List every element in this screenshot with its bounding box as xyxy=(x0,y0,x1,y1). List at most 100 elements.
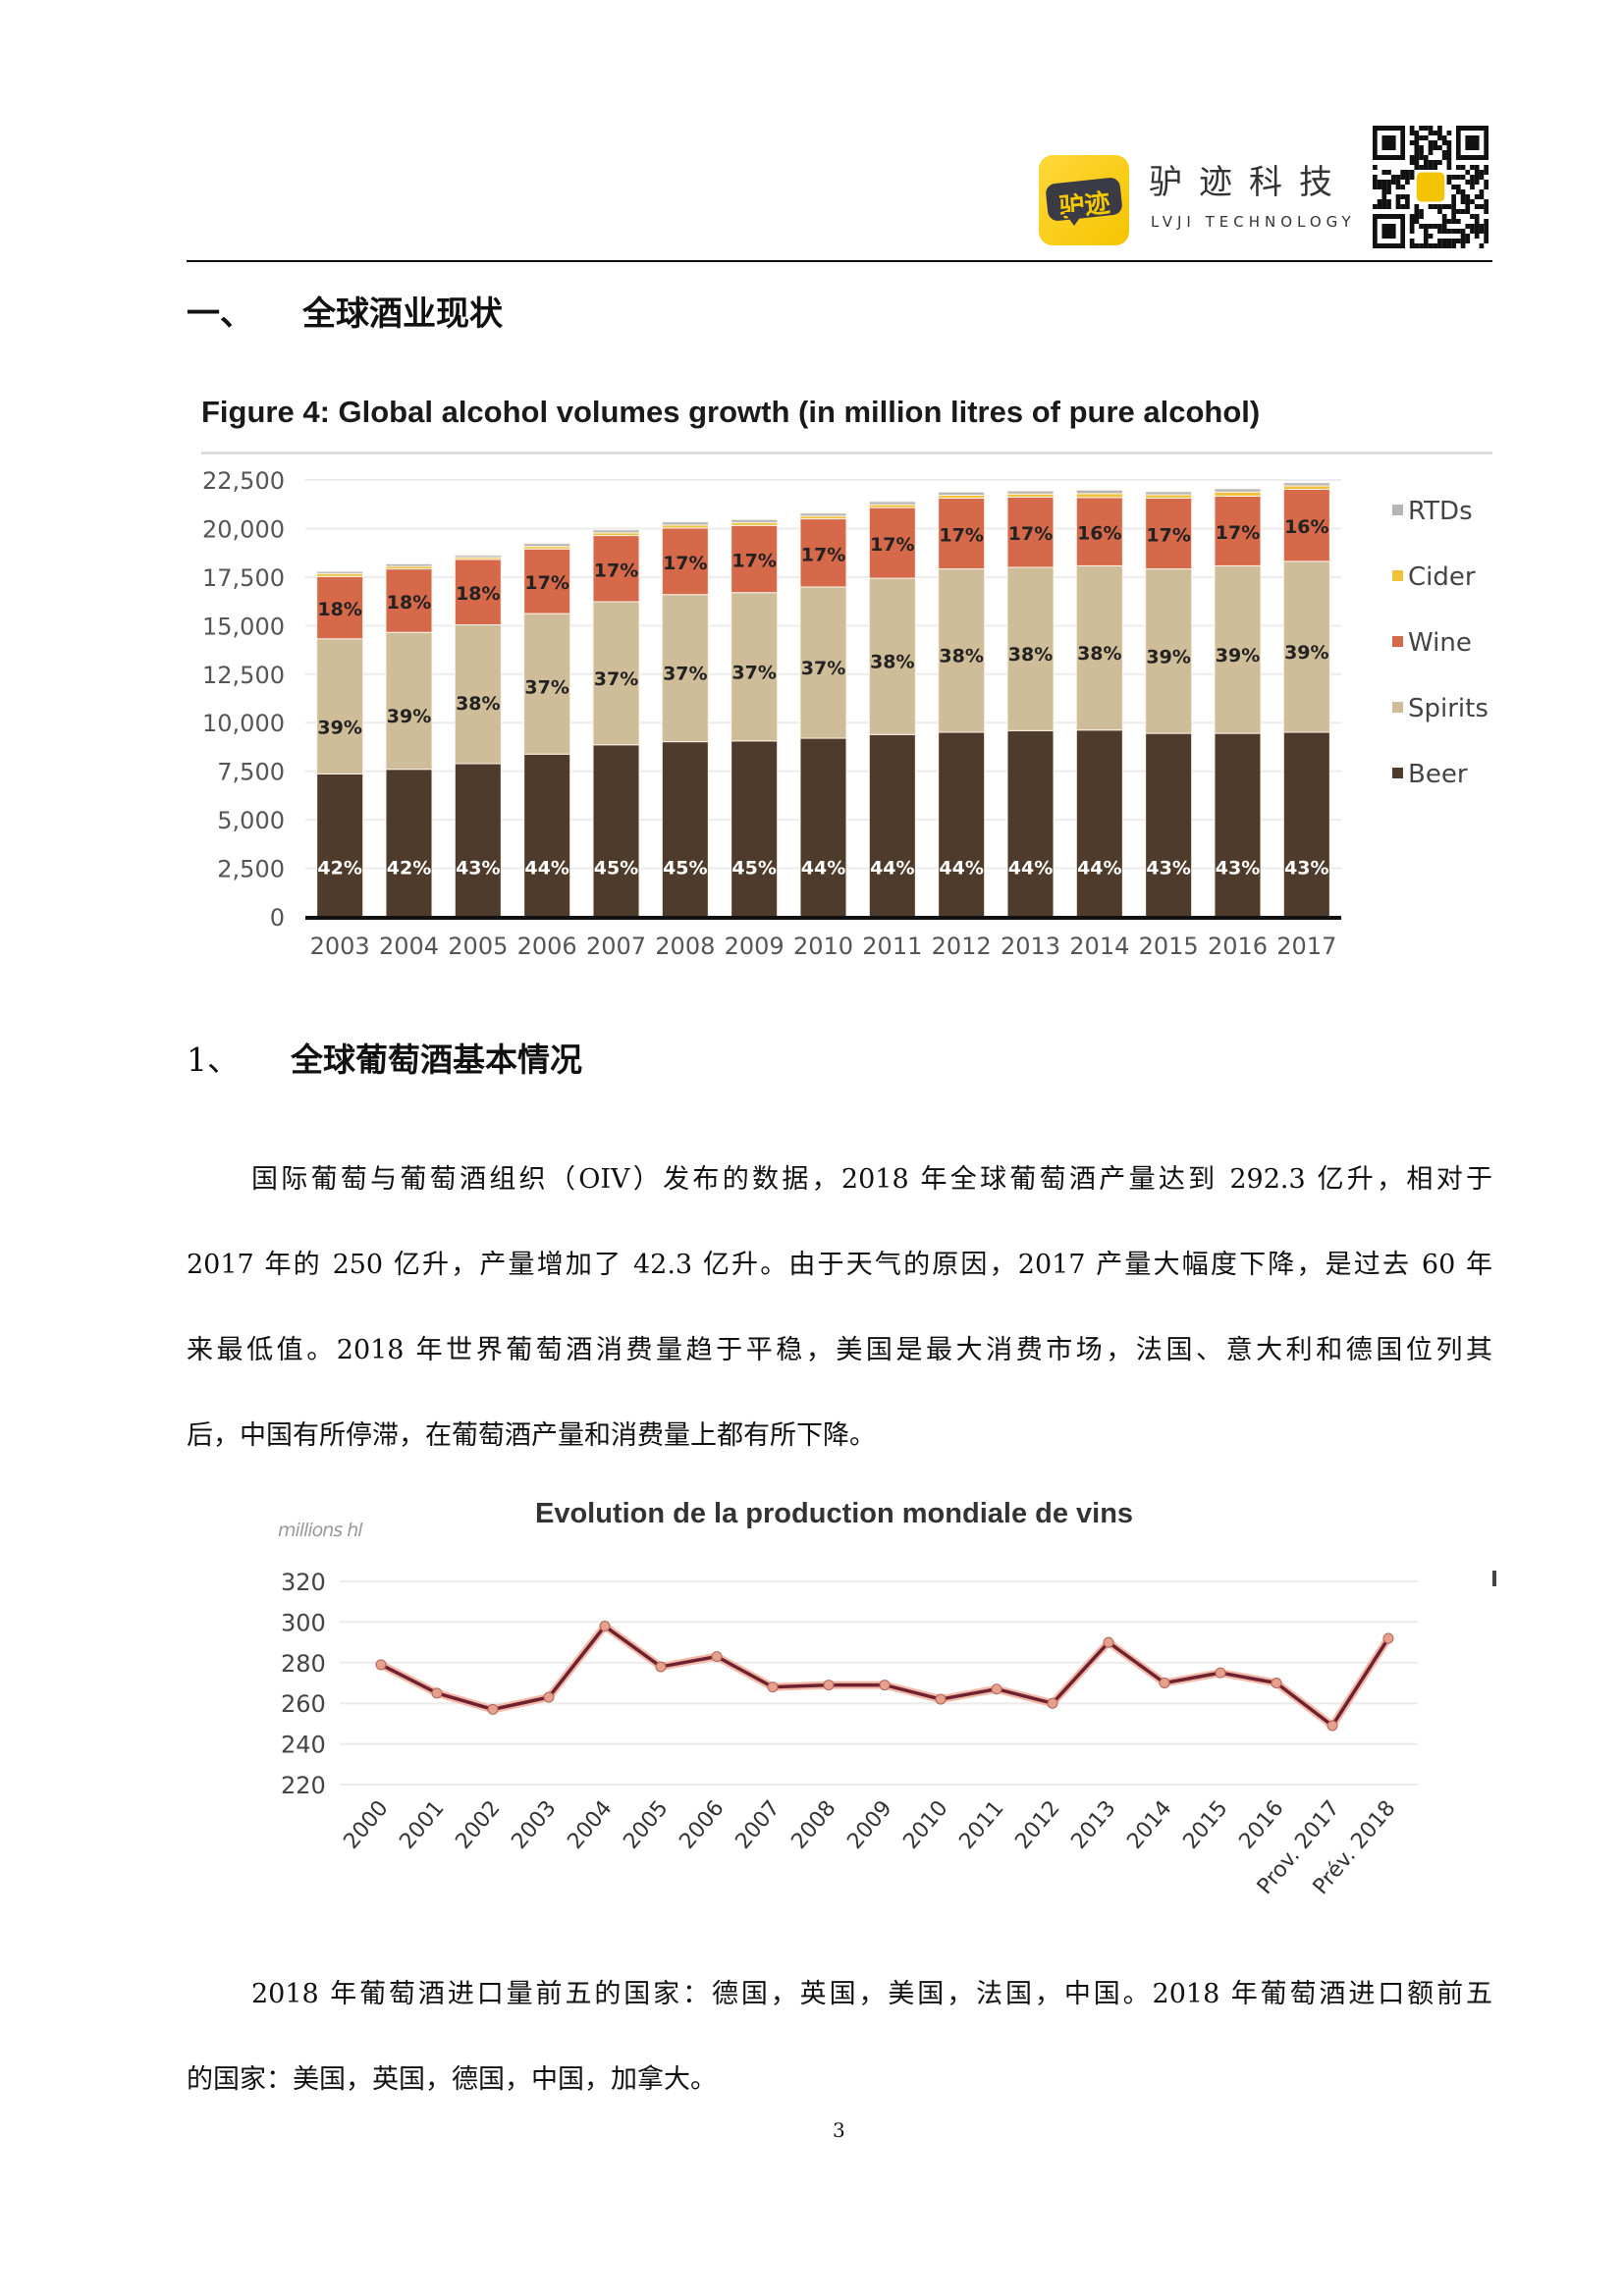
x-tick-label: 2006 xyxy=(675,1796,729,1854)
qr-module xyxy=(1455,189,1461,194)
bar-segment-beer xyxy=(799,737,847,918)
line-glow xyxy=(379,1622,1392,1730)
qr-module xyxy=(1446,160,1452,165)
bar-segment-beer xyxy=(1075,729,1123,918)
bar-segment-rtds xyxy=(454,555,502,559)
qr-module xyxy=(1484,224,1489,229)
qr-module xyxy=(1377,204,1382,209)
data-label-spirits: 38% xyxy=(939,646,983,667)
subsection-number: 1、 xyxy=(187,1041,240,1079)
data-label-wine: 17% xyxy=(1008,523,1053,545)
qr-module xyxy=(1423,135,1429,140)
data-label-beer: 43% xyxy=(1146,857,1190,879)
qr-module xyxy=(1479,229,1485,234)
qr-module xyxy=(1460,234,1466,239)
data-point xyxy=(935,1693,947,1705)
qr-module xyxy=(1437,160,1442,165)
x-tick-label: 2004 xyxy=(379,933,439,960)
y-tick-label: 12,500 xyxy=(202,662,285,689)
bar-segment-beer xyxy=(938,731,986,918)
brand-name-en: LVJI TECHNOLOGY xyxy=(1151,213,1356,231)
qr-module xyxy=(1446,140,1452,145)
bar-segment-beer xyxy=(1145,732,1193,918)
data-point xyxy=(1047,1697,1058,1709)
qr-module xyxy=(1474,234,1480,239)
qr-module xyxy=(1446,180,1452,185)
qr-module xyxy=(1395,185,1401,189)
data-label-beer: 45% xyxy=(594,857,638,879)
qr-module xyxy=(1373,204,1378,209)
qr-module xyxy=(1470,185,1475,189)
x-tick-label: 2008 xyxy=(786,1796,840,1854)
qr-module xyxy=(1395,175,1401,180)
qr-module xyxy=(1419,165,1424,170)
data-label-beer: 43% xyxy=(1284,857,1328,879)
bar-segment-beer xyxy=(868,733,916,918)
legend-label: Wine xyxy=(1408,628,1472,658)
y-tick-label: 15,000 xyxy=(202,613,285,640)
data-label-wine: 17% xyxy=(663,553,707,574)
bar-segment-cider xyxy=(1145,494,1193,499)
qr-module xyxy=(1377,199,1382,204)
bar-segment-wine xyxy=(316,575,364,640)
line-chart-y-unit: millions hl xyxy=(278,1520,363,1541)
qr-module xyxy=(1386,199,1391,204)
bar-segment-spirits xyxy=(1282,561,1330,733)
data-point xyxy=(1103,1636,1114,1648)
qr-module xyxy=(1470,229,1475,234)
qr-module xyxy=(1390,180,1396,185)
x-tick-label: 2001 xyxy=(395,1796,449,1854)
qr-module xyxy=(1460,243,1466,248)
qr-module xyxy=(1414,219,1420,224)
legend-swatch-spirits xyxy=(1392,702,1403,713)
qr-module xyxy=(1381,204,1387,209)
data-label-spirits: 38% xyxy=(870,652,914,673)
qr-module xyxy=(1433,165,1438,170)
qr-module xyxy=(1428,234,1434,239)
qr-module xyxy=(1446,155,1452,160)
x-tick-label: 2010 xyxy=(793,933,853,960)
qr-module xyxy=(1455,239,1461,243)
x-tick-label: 2005 xyxy=(619,1796,673,1854)
legend-label: RTDs xyxy=(1408,497,1473,526)
qr-module xyxy=(1484,180,1489,185)
qr-module xyxy=(1409,160,1415,165)
qr-module xyxy=(1405,180,1410,185)
qr-module xyxy=(1414,155,1420,160)
qr-module xyxy=(1484,170,1489,175)
qr-module xyxy=(1474,219,1480,224)
qr-module xyxy=(1451,229,1456,234)
data-point xyxy=(431,1687,443,1699)
qr-module xyxy=(1484,199,1489,204)
x-tick-label: 2011 xyxy=(954,1796,1008,1854)
qr-module xyxy=(1484,209,1489,214)
qr-module xyxy=(1441,239,1447,243)
bar-segment-beer xyxy=(661,741,709,918)
bar-segment-cider xyxy=(592,532,640,537)
bar-segment-cider xyxy=(1214,491,1262,497)
bar-segment-beer xyxy=(592,744,640,918)
bar-segment-spirits xyxy=(523,613,571,755)
qr-module xyxy=(1441,155,1447,160)
bar-segment-beer xyxy=(1214,732,1262,918)
section-number: 一、 xyxy=(187,294,253,334)
qr-module xyxy=(1428,145,1434,150)
data-label-spirits: 38% xyxy=(456,693,500,715)
qr-module xyxy=(1409,131,1415,135)
qr-module xyxy=(1441,204,1447,209)
data-label-wine: 17% xyxy=(1216,522,1260,544)
bar-segment-spirits xyxy=(316,638,364,774)
qr-module xyxy=(1437,131,1442,135)
qr-module xyxy=(1484,165,1489,170)
bar-segment-spirits xyxy=(938,568,986,733)
bar-segment-rtds xyxy=(1145,491,1193,496)
data-label-spirits: 37% xyxy=(731,662,776,683)
qr-module xyxy=(1433,243,1438,248)
bar-chart-title: Figure 4: Global alcohol volumes growth … xyxy=(201,395,1261,429)
bar-segment-spirits xyxy=(385,631,433,771)
qr-module xyxy=(1474,165,1480,170)
bar-segment-cider xyxy=(316,572,364,577)
qr-module xyxy=(1381,185,1387,189)
page-number: 3 xyxy=(833,2118,845,2142)
y-tick-label: 220 xyxy=(281,1772,326,1799)
